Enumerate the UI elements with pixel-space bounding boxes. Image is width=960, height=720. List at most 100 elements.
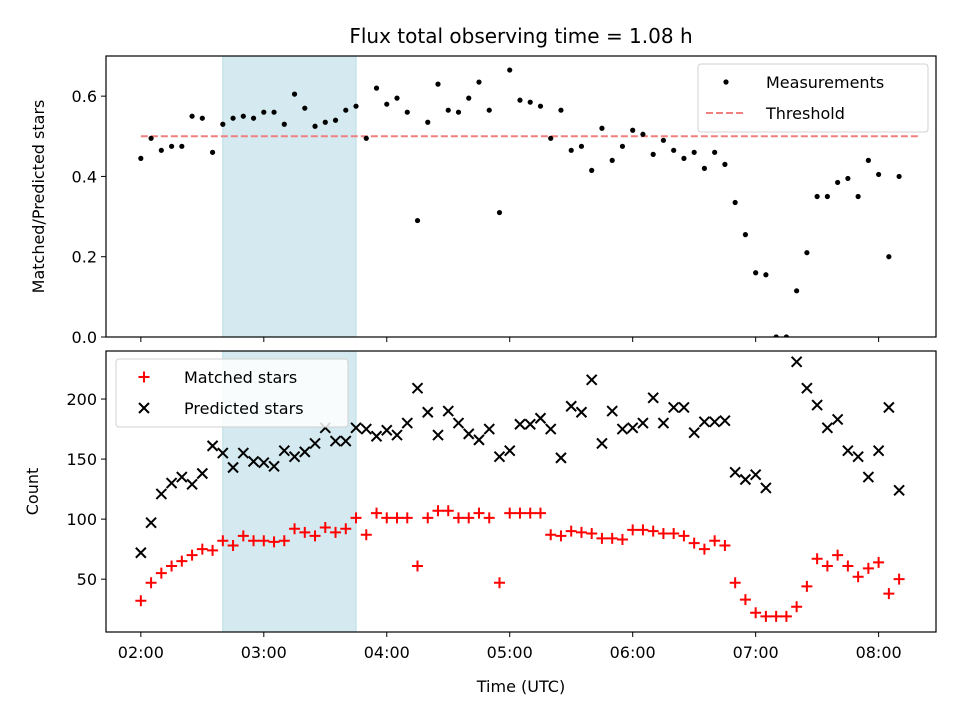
data-point	[852, 450, 864, 463]
data-point	[671, 147, 677, 153]
data-point	[545, 529, 557, 541]
data-point	[209, 149, 216, 155]
data-point	[442, 505, 454, 517]
data-point	[299, 526, 311, 538]
data-point	[373, 85, 380, 91]
data-point	[650, 151, 656, 157]
data-point	[845, 175, 851, 182]
data-point	[575, 526, 587, 538]
data-point	[168, 143, 175, 149]
data-point	[332, 117, 339, 123]
data-point	[701, 165, 708, 171]
data-point	[452, 512, 464, 524]
data-point	[360, 529, 372, 541]
y-tick-label: 50	[77, 570, 97, 589]
data-point	[466, 95, 472, 101]
data-point	[271, 109, 277, 115]
data-point	[353, 103, 359, 109]
data-point	[647, 392, 659, 404]
data-point	[709, 535, 721, 547]
data-point	[148, 135, 154, 141]
legend: Measurements Threshold	[697, 63, 929, 133]
data-point	[831, 413, 844, 426]
data-point	[432, 505, 444, 517]
data-point	[486, 107, 492, 113]
data-point	[578, 143, 585, 149]
y-tick-label: 0.4	[72, 167, 97, 186]
data-point	[493, 450, 506, 463]
data-point	[742, 232, 749, 238]
legend-marker	[138, 371, 150, 383]
axes-frame	[105, 350, 937, 633]
y-tick-label: 0.0	[72, 328, 97, 347]
data-point	[476, 79, 482, 85]
data-point	[381, 424, 393, 436]
y-axis-label: Count	[23, 468, 42, 516]
data-point	[322, 119, 328, 125]
data-point	[586, 528, 598, 540]
data-point	[217, 535, 229, 547]
data-point	[278, 535, 290, 547]
chart-title: Flux total observing time = 1.08 h	[349, 24, 692, 48]
data-point	[340, 435, 352, 447]
y-tick-label: 200	[66, 390, 97, 409]
data-point	[227, 540, 239, 552]
data-point	[217, 447, 229, 459]
data-point	[199, 115, 205, 121]
data-point	[862, 471, 875, 483]
shaded-band	[222, 56, 357, 337]
data-point	[524, 418, 536, 430]
data-point	[855, 193, 861, 200]
data-point	[630, 127, 636, 133]
data-point	[186, 478, 198, 491]
data-point	[842, 444, 854, 457]
legend-label: Threshold	[765, 104, 845, 123]
data-point	[330, 526, 342, 538]
data-point	[186, 549, 198, 561]
data-point	[732, 199, 738, 206]
legend-marker	[723, 79, 729, 85]
data-point	[227, 461, 239, 474]
data-point	[824, 193, 830, 200]
data-point	[288, 450, 301, 463]
data-point	[176, 471, 188, 483]
data-point	[842, 560, 854, 572]
data-point	[237, 530, 249, 542]
data-point	[240, 113, 246, 119]
data-point	[872, 444, 885, 457]
data-point	[668, 528, 680, 540]
data-point	[876, 171, 882, 178]
data-point	[708, 416, 721, 428]
data-point	[155, 567, 167, 579]
x-tick-label: 07:00	[733, 643, 779, 662]
data-point	[514, 507, 526, 519]
data-point	[616, 534, 628, 546]
data-point	[237, 447, 250, 459]
data-point	[404, 109, 410, 115]
data-point	[660, 137, 667, 143]
data-point	[698, 543, 710, 555]
data-point	[504, 444, 516, 457]
data-point	[350, 512, 362, 524]
data-point	[483, 512, 495, 524]
data-point	[852, 571, 864, 583]
data-point	[678, 401, 690, 414]
legend-label: Matched stars	[184, 368, 297, 387]
x-tick-label: 05:00	[487, 643, 533, 662]
plot-area	[135, 356, 905, 622]
data-point	[749, 468, 762, 481]
data-point	[176, 555, 188, 567]
data-point	[302, 105, 308, 111]
data-point	[667, 401, 680, 414]
data-point	[145, 577, 157, 589]
data-point	[309, 437, 321, 450]
data-point	[165, 477, 178, 489]
data-point	[698, 416, 711, 428]
data-point	[412, 560, 424, 572]
plot-area	[138, 67, 920, 337]
data-point	[312, 123, 318, 129]
data-point	[896, 173, 902, 180]
data-point	[422, 406, 434, 418]
data-point	[575, 406, 588, 418]
